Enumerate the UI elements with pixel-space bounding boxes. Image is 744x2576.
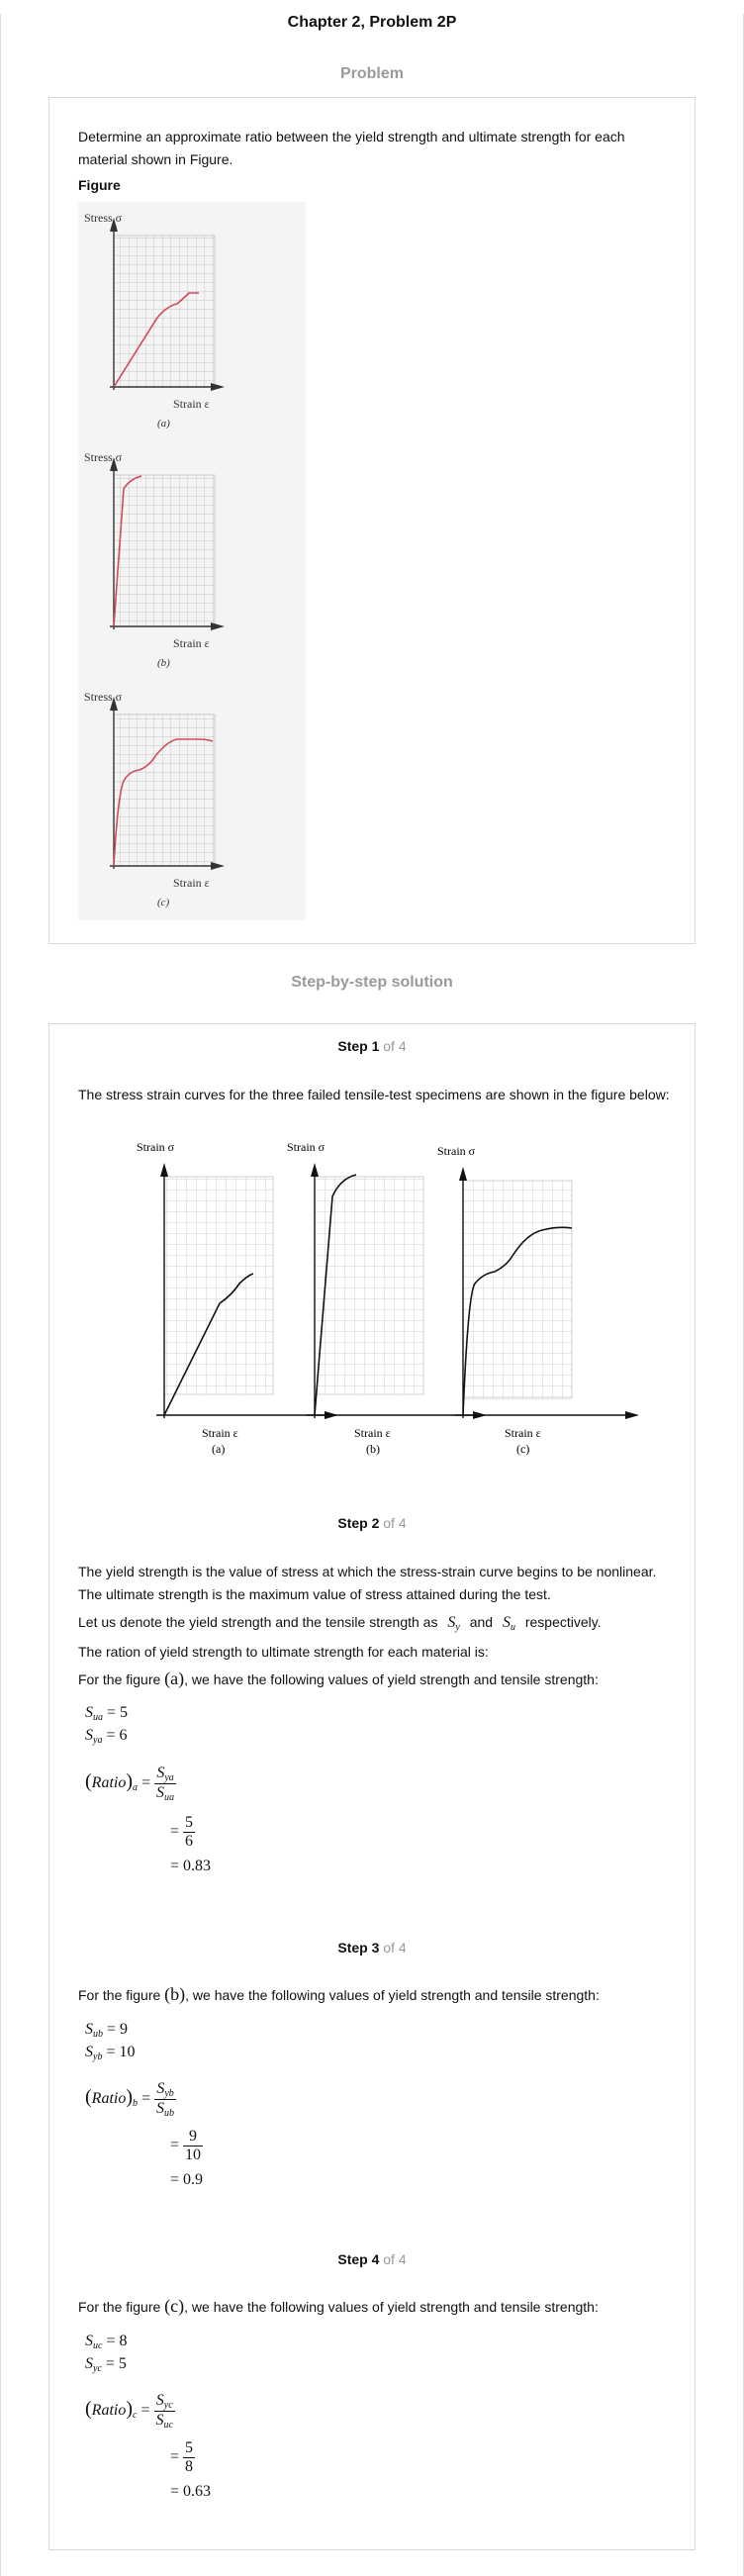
- step-2-ratio: (Ratio)a = Sya Sua: [85, 1765, 177, 1803]
- step-4-of: of 4: [383, 2251, 407, 2267]
- step1-panel-c: Strain σ Strain ε (c): [437, 1144, 639, 1456]
- panel-b-xlabel: Strain ε: [173, 636, 210, 650]
- step-2-sy: Sya = 6: [85, 1727, 128, 1746]
- panel-a-ylabel: Stress σ: [84, 211, 123, 225]
- step-4-heading: Step 4 of 4: [49, 2251, 695, 2267]
- step1-panel-a-xlabel: Strain ε: [202, 1426, 238, 1440]
- step-2-result: = 0.83: [170, 1858, 212, 1874]
- step-1-label: Step 1: [337, 1038, 380, 1054]
- step1-panel-a-caption: (a): [212, 1442, 225, 1456]
- problem-box: Determine an approximate ratio between t…: [48, 97, 696, 944]
- panel-c-caption: (c): [157, 897, 170, 908]
- step-2-of: of 4: [383, 1515, 407, 1531]
- step-1-text: The stress strain curves for the three f…: [78, 1087, 670, 1102]
- step-4-text: For the figure (c), we have the followin…: [78, 2296, 599, 2316]
- step-3-result: = 0.9: [170, 2171, 204, 2188]
- panel-a-caption: (a): [157, 418, 170, 429]
- panel-b: Stress σ Strain ε (b): [84, 450, 225, 669]
- page-title: Chapter 2, Problem 2P: [287, 14, 457, 31]
- step-1-heading: Step 1 of 4: [49, 1038, 695, 1054]
- step1-panel-c-ylabel: Strain σ: [437, 1144, 476, 1158]
- step-4-box: Step 4 of 4 For the figure (c), we have …: [48, 2238, 696, 2550]
- step-4-label: Step 4: [337, 2251, 380, 2267]
- step-4-result: = 0.63: [170, 2483, 212, 2500]
- step-2-p2: Let us denote the yield strength and the…: [78, 1614, 602, 1633]
- step-2-p4: For the figure (a), we have the followin…: [78, 1669, 599, 1688]
- step-3-heading: Step 3 of 4: [49, 1940, 695, 1956]
- step-1-box: Step 1 of 4 The stress strain curves for…: [48, 1023, 696, 1502]
- problem-heading: Problem: [339, 65, 404, 82]
- step-3-frac: = 9 10: [170, 2128, 204, 2163]
- step-2-box: Step 2 of 4 The yield strength is the va…: [48, 1501, 696, 1927]
- problem-figure: Stress σ Strain ε (a) Stress σ Stra: [78, 202, 306, 920]
- step-3-of: of 4: [383, 1940, 407, 1956]
- panel-b-caption: (b): [157, 657, 170, 669]
- step-2-heading: Step 2 of 4: [49, 1515, 695, 1531]
- sy-symbol: Sy: [447, 1614, 460, 1633]
- step1-panel-a: Strain σ Strain ε (a): [137, 1140, 338, 1456]
- panel-c-xlabel: Strain ε: [173, 876, 210, 890]
- step-4-su: Suc = 8: [85, 2333, 128, 2351]
- step1-panel-a-ylabel: Strain σ: [137, 1140, 175, 1154]
- step-3-su: Sub = 9: [85, 2021, 129, 2040]
- panel-a: Stress σ Strain ε (a): [84, 211, 225, 429]
- panel-a-xlabel: Strain ε: [173, 397, 210, 411]
- step1-panel-b-ylabel: Strain σ: [287, 1140, 326, 1154]
- problem-statement: Determine an approximate ratio between t…: [78, 129, 625, 167]
- step-3-sy: Syb = 10: [85, 2044, 136, 2062]
- panel-c: Stress σ Strain ε (c): [84, 690, 225, 908]
- step-3-label: Step 3: [337, 1940, 380, 1956]
- step1-panel-c-caption: (c): [516, 1442, 529, 1456]
- step1-panel-b: Strain σ Strain ε (b): [287, 1140, 487, 1456]
- step-2-p3: The ration of yield strength to ultimate…: [78, 1644, 489, 1660]
- su-symbol: Su: [502, 1614, 515, 1633]
- page: Chapter 2, Problem 2P Problem Determine …: [1, 14, 743, 2550]
- step-2-label: Step 2: [337, 1515, 380, 1531]
- step-1-figure: Strain σ Strain ε (a) Strain σ Strain: [137, 1140, 639, 1456]
- step1-panel-b-caption: (b): [366, 1442, 380, 1456]
- figure-label: Figure: [78, 177, 121, 193]
- solution-heading: Step-by-step solution: [291, 974, 453, 991]
- step-3-text: For the figure (b), we have the followin…: [78, 1984, 600, 2004]
- step1-panel-c-xlabel: Strain ε: [505, 1426, 541, 1440]
- panel-b-ylabel: Stress σ: [84, 450, 123, 464]
- panel-c-ylabel: Stress σ: [84, 690, 123, 704]
- step-4-sy: Syc = 5: [85, 2355, 127, 2374]
- step-2-p1: The yield strength is the value of stres…: [78, 1564, 657, 1602]
- step-4-ratio: (Ratio)c = Syc Suc: [85, 2392, 175, 2431]
- step-1-of: of 4: [383, 1038, 407, 1054]
- step1-panel-b-xlabel: Strain ε: [354, 1426, 391, 1440]
- step-3-box: Step 3 of 4 For the figure (b), we have …: [48, 1926, 696, 2239]
- step-2-su: Sua = 5: [85, 1704, 129, 1723]
- step-3-ratio: (Ratio)b = Syb Sub: [85, 2080, 177, 2119]
